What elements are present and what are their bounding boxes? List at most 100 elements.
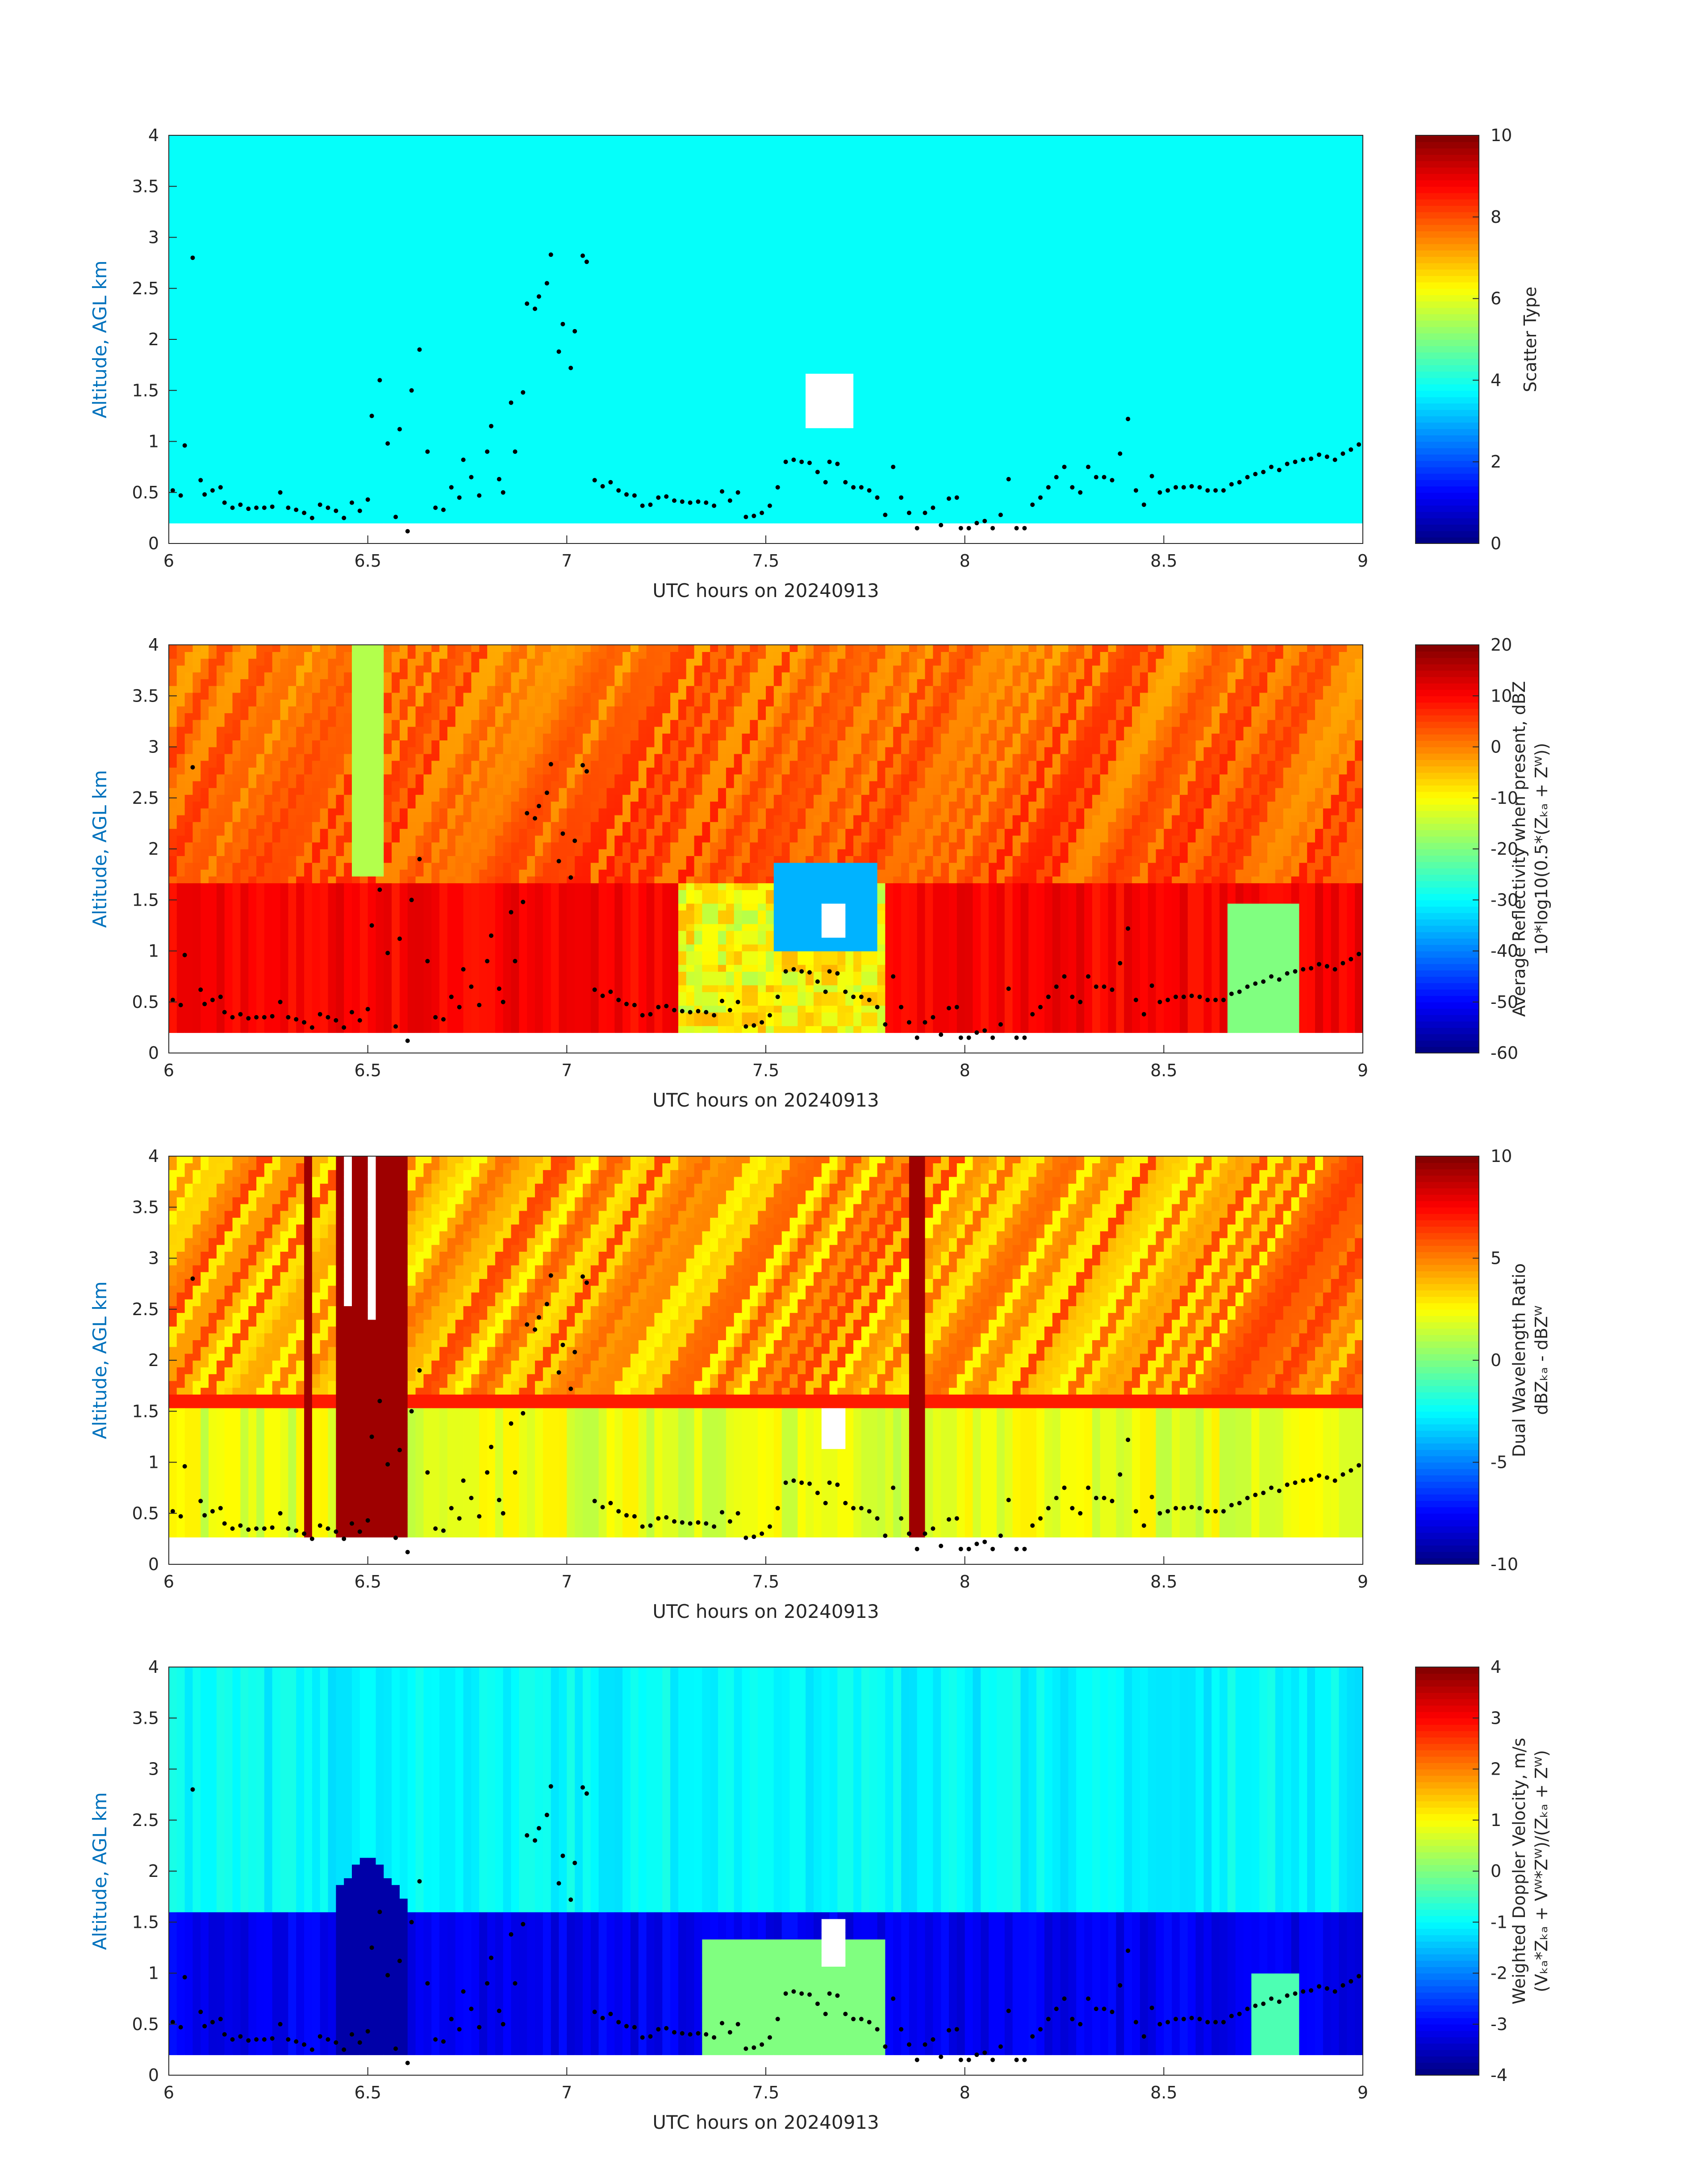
heatmap-cell: [264, 537, 273, 544]
heatmap-cell: [169, 272, 177, 279]
heatmap-cell: [392, 468, 400, 476]
heatmap-cell: [296, 299, 305, 306]
heatmap-cell: [344, 190, 352, 197]
heatmap-cell: [200, 510, 209, 517]
heatmap-cell: [328, 373, 337, 380]
heatmap-cell: [431, 482, 440, 489]
heatmap-cell: [312, 156, 321, 163]
heatmap-cell: [296, 196, 305, 204]
heatmap-cell: [248, 537, 257, 544]
heatmap-cell: [256, 272, 265, 279]
heatmap-cell: [416, 387, 424, 394]
heatmap-cell: [304, 169, 313, 176]
heatmap-cell: [288, 414, 296, 422]
heatmap-cell: [296, 339, 305, 347]
heatmap-cell: [240, 346, 249, 353]
heatmap-cell: [424, 264, 432, 272]
heatmap-cell: [209, 339, 217, 347]
heatmap-cell: [193, 217, 201, 224]
heatmap-cell: [264, 455, 273, 462]
heatmap-cell: [336, 428, 344, 435]
heatmap-cell: [431, 319, 440, 326]
heatmap-cell: [400, 258, 408, 265]
heatmap-cell: [304, 468, 313, 476]
heatmap-cell: [209, 407, 217, 414]
heatmap-cell: [408, 156, 416, 163]
heatmap-cell: [328, 299, 337, 306]
heatmap-cell: [209, 190, 217, 197]
heatmap-cell: [280, 476, 289, 483]
heatmap-cell: [296, 353, 305, 360]
heatmap-cell: [256, 407, 265, 414]
heatmap-cell: [360, 217, 368, 224]
heatmap-cell: [431, 258, 440, 265]
heatmap-cell: [233, 496, 241, 503]
heatmap-cell: [376, 489, 384, 496]
heatmap-cell: [431, 135, 440, 142]
heatmap-cell: [272, 537, 281, 544]
heatmap-cell: [431, 496, 440, 503]
heatmap-cell: [169, 462, 177, 469]
heatmap-cell: [344, 285, 352, 292]
heatmap-cell: [200, 292, 209, 299]
heatmap-cell: [312, 183, 321, 190]
heatmap-cell: [336, 333, 344, 340]
heatmap-cell: [431, 312, 440, 319]
heatmap-cell: [217, 510, 225, 517]
heatmap-cell: [376, 258, 384, 265]
heatmap-cell: [336, 442, 344, 449]
heatmap-cell: [392, 224, 400, 231]
heatmap-cell: [439, 264, 448, 272]
heatmap-cell: [225, 210, 233, 217]
heatmap-cell: [288, 367, 296, 374]
heatmap-cell: [233, 414, 241, 422]
heatmap-cell: [344, 428, 352, 435]
heatmap-cell: [296, 516, 305, 523]
heatmap-cell: [320, 292, 329, 299]
heatmap-cell: [169, 156, 177, 163]
heatmap-cell: [320, 435, 329, 442]
heatmap-cell: [384, 523, 392, 530]
heatmap-cell: [320, 272, 329, 279]
heatmap-cell: [248, 407, 257, 414]
heatmap-cell: [392, 156, 400, 163]
heatmap-cell: [217, 299, 225, 306]
heatmap-cell: [360, 196, 368, 204]
heatmap-cell: [169, 496, 177, 503]
heatmap-cell: [185, 190, 193, 197]
heatmap-cell: [424, 238, 432, 245]
heatmap-cell: [368, 258, 376, 265]
heatmap-cell: [256, 442, 265, 449]
heatmap-cell: [320, 312, 329, 319]
heatmap-cell: [288, 210, 296, 217]
heatmap-cell: [320, 401, 329, 408]
heatmap-cell: [344, 272, 352, 279]
heatmap-cell: [416, 258, 424, 265]
heatmap-cell: [177, 176, 185, 183]
heatmap-cell: [296, 407, 305, 414]
heatmap-cell: [368, 244, 376, 251]
heatmap-cell: [193, 407, 201, 414]
heatmap-cell: [312, 455, 321, 462]
heatmap-cell: [240, 448, 249, 455]
heatmap-cell: [384, 224, 392, 231]
heatmap-cell: [185, 482, 193, 489]
heatmap-cell: [193, 462, 201, 469]
heatmap-cell: [360, 468, 368, 476]
heatmap-cell: [384, 272, 392, 279]
heatmap-cell: [368, 537, 376, 544]
heatmap-cell: [328, 455, 337, 462]
heatmap-cell: [272, 312, 281, 319]
heatmap-cell: [368, 272, 376, 279]
heatmap-cell: [200, 285, 209, 292]
heatmap-cell: [233, 217, 241, 224]
heatmap-cell: [368, 516, 376, 523]
heatmap-cell: [169, 326, 177, 333]
heatmap-cell: [264, 149, 273, 156]
heatmap-cell: [344, 326, 352, 333]
heatmap-cell: [169, 312, 177, 319]
heatmap-cell: [352, 135, 360, 142]
heatmap-cell: [225, 462, 233, 469]
heatmap-cell: [408, 251, 416, 258]
heatmap-cell: [360, 156, 368, 163]
